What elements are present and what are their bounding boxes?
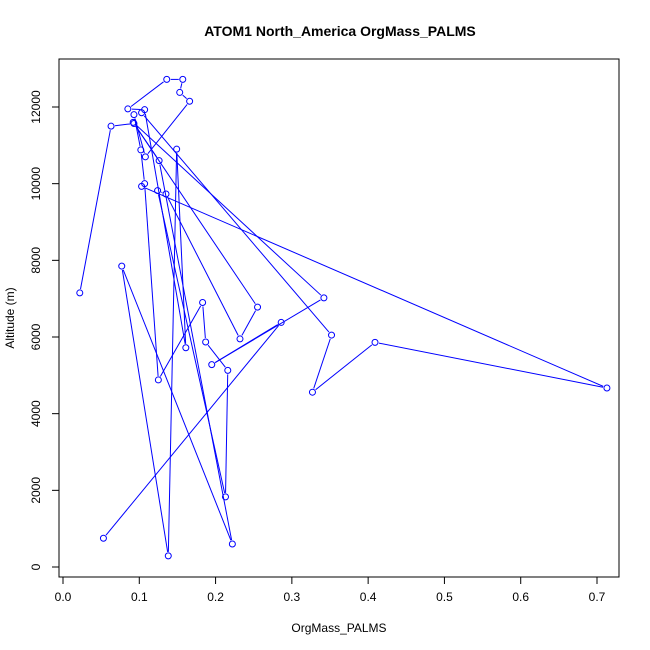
series-1-segment [214,299,321,363]
series-2-segment [313,338,331,389]
x-tick-label: 0.2 [207,590,224,604]
y-tick-label: 8000 [29,247,43,274]
x-tick-label: 0.7 [589,590,606,604]
series-1-segment [180,83,183,89]
series-1-point [236,335,244,343]
y-tick-label: 10000 [29,167,43,201]
y-tick-label: 12000 [29,90,43,124]
y-axis: 0 2000 4000 6000 8000 10000 12000 [29,90,59,570]
series-1-point [182,344,190,352]
series-1-segment [167,153,178,552]
series-1-point [277,318,285,326]
series-1-segment [114,123,131,127]
series-2-segment [145,187,604,387]
series-1-point [130,119,138,127]
series-1-segment [147,104,188,155]
series-2-point [308,388,316,396]
series-1-point [155,157,163,165]
series-1-point [163,75,171,83]
series-1-point [208,361,216,369]
series-1-point [99,534,107,542]
series-2-point [138,109,146,117]
x-tick-label: 0.0 [55,590,72,604]
series-1-point [186,97,194,105]
series-1-segment [159,305,202,377]
series-2-segment [378,342,604,388]
series-1-segment [144,113,186,344]
series-1-segment [157,194,226,494]
series-1-point [173,145,181,153]
series-1-point [164,552,172,560]
series-1-point [202,338,210,346]
series-2-point [328,331,336,339]
series-1-segment [121,269,169,553]
series-1-point [199,299,207,306]
y-tick-label: 2000 [29,477,43,504]
series-1-segment [135,126,256,305]
y-tick-label: 0 [29,563,43,570]
series-1-segment [241,310,257,336]
series-1-point [176,88,184,96]
x-tick-label: 0.5 [436,590,453,604]
series-1-point [254,303,262,311]
series-1-point [107,122,115,130]
series-1-point [224,366,232,374]
series-1-segment [167,197,239,336]
x-axis-label: OrgMass_PALMS [291,621,386,635]
series-1-segment [140,153,145,180]
x-tick-label: 0.3 [284,590,301,604]
series-1-point [320,294,328,302]
series-1-point [221,493,229,501]
series-1-segment [202,306,206,339]
series-1-point [228,540,236,548]
series-1-segment [144,187,159,376]
series-1-point [76,289,84,297]
series-2-segment [315,344,373,391]
series-2-point [371,338,379,346]
series-1-point [154,376,162,384]
series-1-point [179,75,187,83]
series-1-segment [80,130,111,290]
series-1-point [130,111,138,119]
x-axis: 0.0 0.1 0.2 0.3 0.4 0.5 0.6 0.7 [55,577,606,604]
series-1-segment [182,94,187,99]
x-tick-label: 0.4 [360,590,377,604]
series-1-segment [135,124,322,296]
series-1-segment [122,269,232,541]
series-2-segment [143,115,330,333]
series-1-point [141,153,149,161]
y-tick-label: 4000 [29,400,43,427]
series-1-point [124,105,132,113]
y-tick-label: 6000 [29,323,43,350]
plot-frame [58,58,620,578]
plot-area [76,75,611,560]
series-1-point [137,146,145,154]
series-1-point [118,262,126,270]
y-axis-label: Altitude (m) [3,287,17,348]
series-1-segment [159,164,233,541]
x-tick-label: 0.6 [512,590,529,604]
series-1-segment [176,153,187,344]
series-2-point [603,384,611,392]
series-1-segment [130,81,164,107]
chart-title: ATOM1 North_America OrgMass_PALMS [204,23,476,39]
series-1-segment [105,325,280,536]
series-1-segment [225,374,229,493]
x-tick-label: 0.1 [131,590,148,604]
series-1-point [129,118,137,126]
series-2-point [138,182,146,190]
series-1-segment [207,344,226,368]
